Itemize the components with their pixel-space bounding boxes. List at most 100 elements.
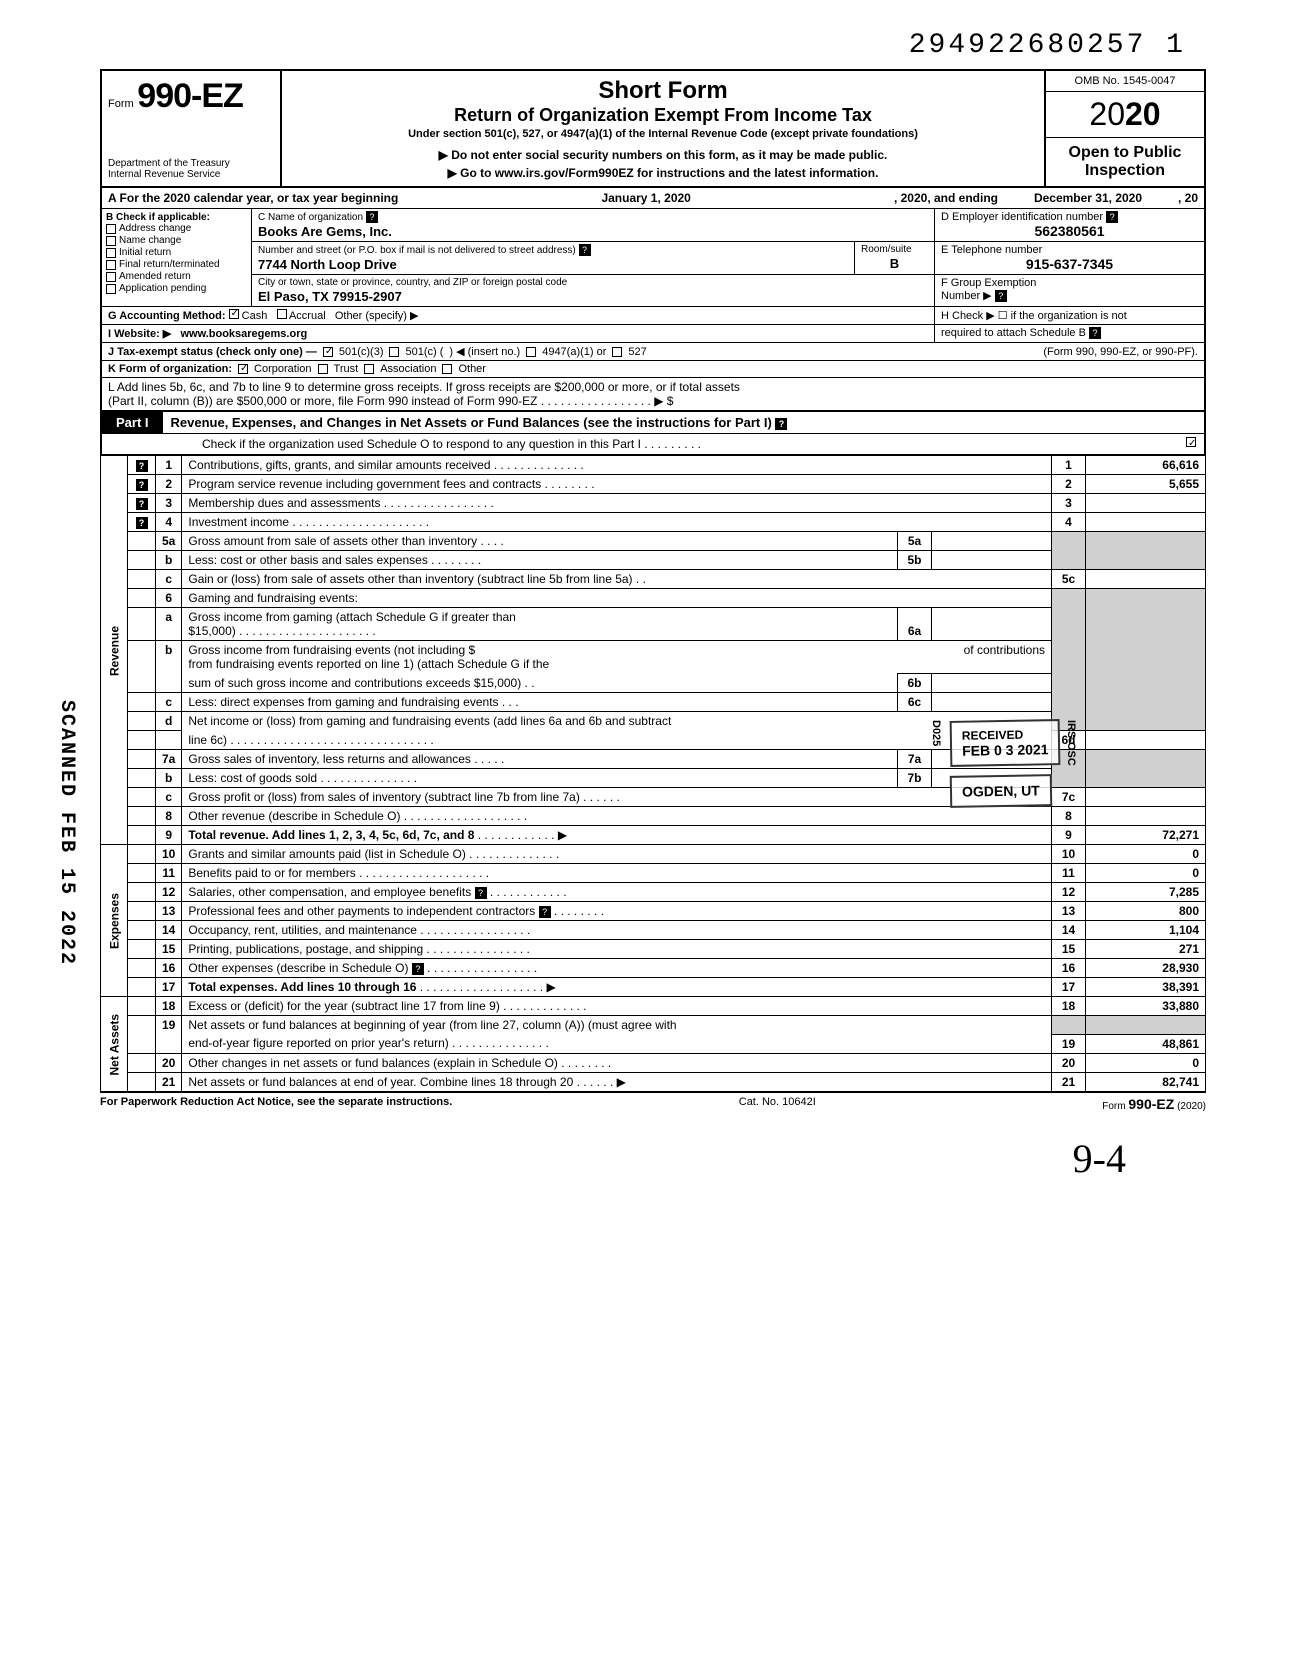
rt-num: 1: [1052, 456, 1086, 475]
accrual-label: Accrual: [289, 310, 326, 322]
cb-pending[interactable]: [106, 284, 116, 294]
stamp-received: RECEIVED: [962, 727, 1049, 743]
line-num: d: [156, 712, 182, 731]
cb-cash[interactable]: [229, 309, 239, 319]
line-desc: Printing, publications, postage, and shi…: [188, 942, 423, 956]
line-num: c: [156, 788, 182, 807]
h-line1: H Check ▶ ☐ if the organization is not: [941, 309, 1198, 322]
col-b-checkboxes: B Check if applicable: Address change Na…: [102, 209, 252, 306]
line-desc: Gross income from gaming (attach Schedul…: [188, 610, 891, 624]
j-527: 527: [628, 346, 646, 358]
j-501c3: 501(c)(3): [339, 346, 384, 358]
rt-val: 28,930: [1086, 959, 1206, 978]
cb-label: Initial return: [119, 247, 171, 258]
line-desc: of contributions: [964, 643, 1045, 657]
c-addr-label: Number and street (or P.O. box if mail i…: [258, 245, 576, 256]
rt-num: 9: [1052, 826, 1086, 845]
room-label: Room/suite: [861, 244, 928, 255]
rt-num: 12: [1052, 883, 1086, 902]
footer-left: For Paperwork Reduction Act Notice, see …: [100, 1096, 452, 1112]
line-desc: Gaming and fundraising events:: [182, 589, 1052, 608]
line-desc: Contributions, gifts, grants, and simila…: [188, 458, 490, 472]
line-num: 1: [156, 456, 182, 475]
lines-table: Revenue ? 1 Contributions, gifts, grants…: [100, 455, 1206, 1092]
line-desc: Excess or (deficit) for the year (subtra…: [188, 999, 499, 1013]
cb-label: Application pending: [119, 283, 206, 294]
cb-corp[interactable]: [238, 364, 248, 374]
cb-4947[interactable]: [526, 347, 536, 357]
help-icon[interactable]: ?: [136, 498, 148, 510]
line-num: b: [156, 641, 182, 693]
cb-final-return[interactable]: [106, 260, 116, 270]
help-icon[interactable]: ?: [1089, 327, 1101, 339]
cb-amended[interactable]: [106, 272, 116, 282]
rt-num: 18: [1052, 997, 1086, 1016]
help-icon[interactable]: ?: [136, 517, 148, 529]
cb-501c3[interactable]: [323, 347, 333, 357]
rt-num: 14: [1052, 921, 1086, 940]
form-title: Short Form: [292, 77, 1034, 105]
help-icon[interactable]: ?: [366, 211, 378, 223]
cb-name-change[interactable]: [106, 236, 116, 246]
line-num: 18: [156, 997, 182, 1016]
rt-val: 0: [1086, 864, 1206, 883]
cb-501c[interactable]: [389, 347, 399, 357]
line-desc: Other changes in net assets or fund bala…: [188, 1056, 558, 1070]
rt-num: 15: [1052, 940, 1086, 959]
cb-address-change[interactable]: [106, 224, 116, 234]
line-num: 4: [156, 513, 182, 532]
cb-trust[interactable]: [318, 364, 328, 374]
rt-val: 0: [1086, 1053, 1206, 1072]
page-footer: For Paperwork Reduction Act Notice, see …: [100, 1092, 1206, 1115]
footer-cat: Cat. No. 10642I: [739, 1096, 816, 1112]
rt-val: [1086, 513, 1206, 532]
rt-num: 3: [1052, 494, 1086, 513]
d025-stamp: D025: [930, 720, 942, 746]
line-num: 21: [156, 1072, 182, 1091]
line-num: 2: [156, 475, 182, 494]
k-trust: Trust: [334, 363, 359, 375]
phone-value: 915-637-7345: [941, 256, 1198, 272]
help-icon[interactable]: ?: [579, 244, 591, 256]
help-icon[interactable]: ?: [1106, 211, 1118, 223]
cash-label: Cash: [242, 310, 268, 322]
line-num: c: [156, 570, 182, 589]
help-icon[interactable]: ?: [412, 963, 424, 975]
cb-schedule-o[interactable]: [1186, 437, 1196, 447]
received-stamp: RECEIVED FEB 0 3 2021: [950, 719, 1061, 767]
line-desc: Benefits paid to or for members: [188, 866, 355, 880]
form-label: Form: [108, 98, 134, 110]
line-desc: Less: cost or other basis and sales expe…: [188, 553, 427, 567]
line-desc: Professional fees and other payments to …: [188, 904, 535, 918]
cb-other-org[interactable]: [442, 364, 452, 374]
line-num: 16: [156, 959, 182, 978]
cb-527[interactable]: [612, 347, 622, 357]
mini-num: 6b: [898, 674, 932, 693]
line-desc: Salaries, other compensation, and employ…: [188, 885, 471, 899]
ssn-warning: ▶ Do not enter social security numbers o…: [292, 148, 1034, 162]
rt-num: 11: [1052, 864, 1086, 883]
year-end: December 31, 2020: [998, 191, 1178, 205]
help-icon[interactable]: ?: [995, 290, 1007, 302]
group-exempt-2: Number ▶: [941, 290, 992, 302]
help-icon[interactable]: ?: [539, 906, 551, 918]
cb-assoc[interactable]: [364, 364, 374, 374]
help-icon[interactable]: ?: [775, 418, 787, 430]
irs-url: ▶ Go to www.irs.gov/Form990EZ for instru…: [292, 166, 1034, 180]
cb-initial-return[interactable]: [106, 248, 116, 258]
rt-val: 66,616: [1086, 456, 1206, 475]
k-other: Other: [458, 363, 486, 375]
ogden-stamp: OGDEN, UT: [950, 774, 1052, 808]
org-address: 7744 North Loop Drive: [258, 257, 854, 272]
cb-accrual[interactable]: [277, 309, 287, 319]
mini-num: 7a: [898, 750, 932, 769]
line-num: 7a: [156, 750, 182, 769]
room-suite: B: [861, 256, 928, 271]
line-num: 10: [156, 845, 182, 864]
line-num: 5a: [156, 532, 182, 551]
irs-osc-stamp: IRS-OSC: [1065, 720, 1077, 766]
help-icon[interactable]: ?: [136, 460, 148, 472]
help-icon[interactable]: ?: [136, 479, 148, 491]
line-desc: Gross sales of inventory, less returns a…: [188, 752, 471, 766]
help-icon[interactable]: ?: [475, 887, 487, 899]
